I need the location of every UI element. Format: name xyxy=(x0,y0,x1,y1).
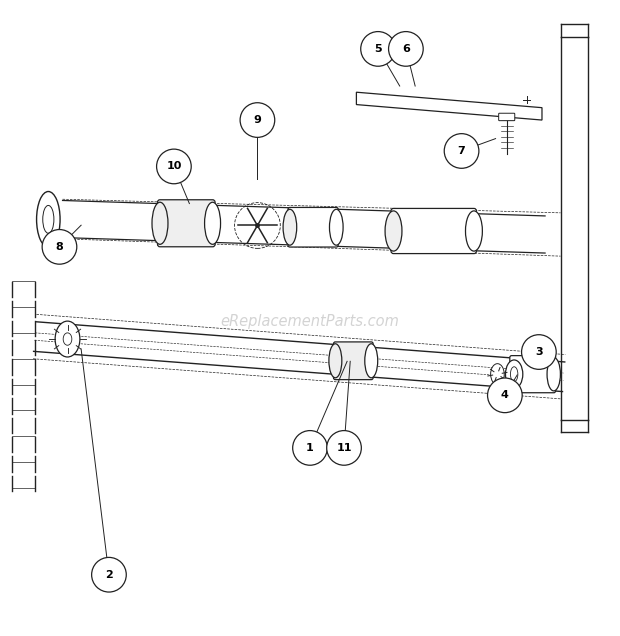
Circle shape xyxy=(157,149,191,184)
Ellipse shape xyxy=(365,344,378,378)
Ellipse shape xyxy=(490,364,504,385)
FancyBboxPatch shape xyxy=(288,207,338,247)
Text: 6: 6 xyxy=(402,44,410,54)
Ellipse shape xyxy=(510,367,518,382)
Text: 5: 5 xyxy=(374,44,382,54)
Ellipse shape xyxy=(505,360,523,389)
Text: 1: 1 xyxy=(306,443,314,453)
FancyBboxPatch shape xyxy=(334,342,373,380)
Ellipse shape xyxy=(385,211,402,251)
Ellipse shape xyxy=(43,205,54,233)
Ellipse shape xyxy=(329,209,343,245)
Ellipse shape xyxy=(466,211,482,251)
Ellipse shape xyxy=(283,209,297,245)
Circle shape xyxy=(445,134,479,169)
Ellipse shape xyxy=(37,191,60,247)
Ellipse shape xyxy=(547,357,560,391)
FancyBboxPatch shape xyxy=(498,113,515,121)
Text: 11: 11 xyxy=(336,443,352,453)
Ellipse shape xyxy=(329,344,342,378)
Text: 9: 9 xyxy=(254,115,262,125)
Circle shape xyxy=(389,32,423,66)
Text: 2: 2 xyxy=(105,570,113,580)
Text: 4: 4 xyxy=(501,391,509,400)
Circle shape xyxy=(293,431,327,465)
Ellipse shape xyxy=(63,333,72,345)
Text: eReplacementParts.com: eReplacementParts.com xyxy=(221,314,399,329)
Circle shape xyxy=(361,32,396,66)
Ellipse shape xyxy=(55,321,80,357)
Ellipse shape xyxy=(152,202,168,244)
FancyBboxPatch shape xyxy=(157,200,215,247)
FancyBboxPatch shape xyxy=(510,356,556,393)
Circle shape xyxy=(240,103,275,137)
Text: 7: 7 xyxy=(458,146,466,156)
Polygon shape xyxy=(356,92,542,120)
Circle shape xyxy=(42,230,77,264)
Text: 3: 3 xyxy=(535,347,542,357)
FancyBboxPatch shape xyxy=(391,209,476,254)
Ellipse shape xyxy=(205,202,221,244)
Circle shape xyxy=(92,557,126,592)
Circle shape xyxy=(327,431,361,465)
Circle shape xyxy=(521,335,556,370)
Circle shape xyxy=(487,378,522,413)
Text: 8: 8 xyxy=(56,242,63,252)
Text: 10: 10 xyxy=(166,162,182,172)
